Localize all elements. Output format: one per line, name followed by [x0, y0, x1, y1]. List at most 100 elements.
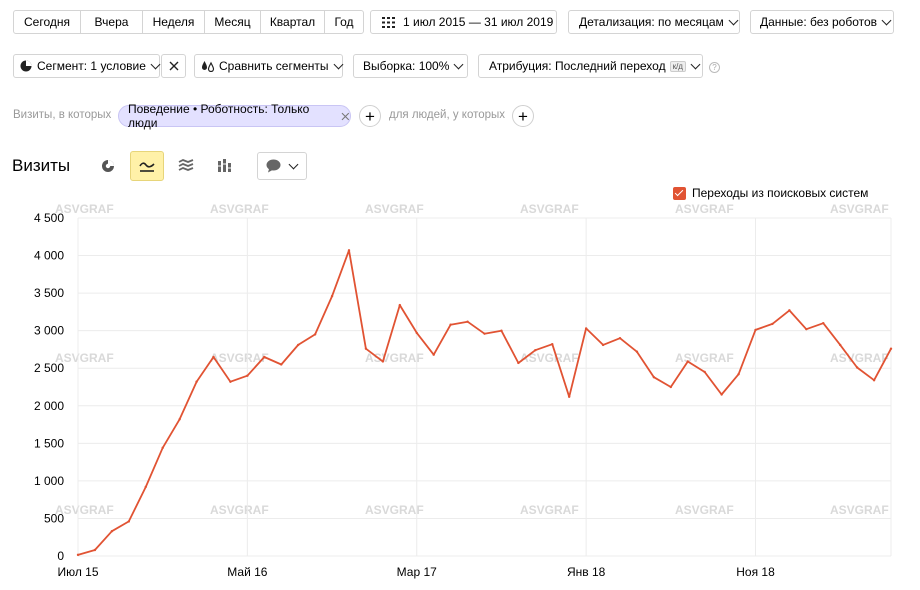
data-point	[398, 303, 402, 307]
watermark: ASVGRAF	[520, 202, 579, 216]
detail-dropdown[interactable]: Детализация: по месяцам	[568, 10, 740, 34]
watermark: ASVGRAF	[675, 202, 734, 216]
attribution-dropdown[interactable]: Атрибуция: Последний переход к/д	[478, 54, 703, 78]
data-point	[872, 379, 876, 382]
filter-condition-pill[interactable]: Поведение • Роботность: Только люди	[118, 102, 351, 130]
data-point	[195, 380, 198, 383]
data-point	[720, 393, 723, 396]
watermark: ASVGRAF	[520, 351, 579, 365]
data-point	[178, 418, 181, 421]
period-month-button[interactable]: Месяц	[205, 11, 261, 33]
data-point	[855, 366, 859, 369]
watermark: ASVGRAF	[675, 351, 734, 365]
watermark: ASVGRAF	[210, 351, 269, 365]
watermark: ASVGRAF	[55, 351, 114, 365]
detail-label: Детализация: по месяцам	[579, 15, 724, 29]
pie-icon	[20, 60, 32, 72]
data-point	[618, 336, 622, 340]
data-point	[567, 395, 571, 398]
line-chart-icon	[139, 162, 155, 172]
data-point	[296, 343, 300, 347]
data-point	[500, 329, 503, 332]
chevron-down-icon	[333, 59, 343, 69]
data-point	[686, 360, 689, 363]
data-point	[889, 347, 893, 350]
watermark: ASVGRAF	[520, 503, 579, 517]
view-pie-button[interactable]	[91, 151, 125, 181]
data-point	[517, 361, 520, 365]
segment-label: Сегмент: 1 условие	[37, 59, 146, 73]
data-point	[805, 327, 808, 331]
legend[interactable]: Переходы из поисковых систем	[673, 186, 868, 200]
help-icon[interactable]: ?	[709, 62, 720, 73]
page-title: Визиты	[12, 156, 71, 175]
watermark: ASVGRAF	[55, 503, 114, 517]
y-tick-label: 4 000	[34, 249, 64, 263]
series-line	[77, 249, 892, 556]
segment-clear-button[interactable]	[161, 54, 186, 78]
watermark: ASVGRAF	[210, 503, 269, 517]
sample-dropdown[interactable]: Выборка: 100%	[353, 54, 468, 78]
compare-segments-dropdown[interactable]: Сравнить сегменты	[194, 54, 343, 78]
data-point	[652, 376, 656, 379]
data-point	[76, 553, 80, 557]
add-visit-condition-button[interactable]: +	[359, 105, 381, 127]
y-tick-label: 3 500	[34, 286, 64, 300]
data-point	[703, 370, 706, 374]
data-point	[212, 355, 215, 359]
y-tick-label: 0	[57, 549, 64, 563]
chevron-down-icon	[728, 15, 739, 25]
attribution-label: Атрибуция: Последний переход	[489, 59, 666, 73]
pie-chart-icon	[102, 160, 114, 172]
watermark: ASVGRAF	[830, 503, 889, 517]
y-tick-label: 4 500	[34, 211, 64, 225]
y-tick-label: 1 500	[34, 436, 64, 450]
chevron-down-icon	[453, 59, 464, 69]
period-week-button[interactable]: Неделя	[143, 11, 205, 33]
data-point	[161, 446, 164, 450]
data-point	[601, 343, 605, 347]
data-point	[669, 385, 673, 389]
view-area-button[interactable]	[169, 151, 203, 181]
legend-label: Переходы из поисковых систем	[692, 186, 869, 200]
y-tick-label: 3 000	[34, 324, 64, 338]
view-line-button[interactable]	[130, 151, 164, 181]
area-chart-icon	[178, 159, 194, 171]
legend-checkbox[interactable]	[673, 186, 686, 200]
segment-dropdown[interactable]: Сегмент: 1 условие	[13, 54, 161, 78]
data-point	[110, 530, 114, 533]
data-point	[381, 360, 385, 363]
data-point	[330, 294, 334, 298]
attribution-badge: к/д	[669, 60, 686, 72]
drops-icon	[202, 61, 215, 72]
data-filter-dropdown[interactable]: Данные: без роботов	[750, 10, 894, 34]
add-user-condition-button[interactable]: +	[512, 105, 534, 127]
date-range-button[interactable]: 1 июл 2015 — 31 июл 2019	[370, 10, 557, 34]
bar-chart-icon	[218, 159, 231, 172]
period-year-button[interactable]: Год	[334, 15, 354, 29]
data-point	[483, 332, 486, 335]
y-tick-label: 500	[44, 511, 64, 525]
watermark: ASVGRAF	[365, 202, 424, 216]
data-point	[432, 353, 435, 356]
data-point	[263, 355, 266, 359]
watermark: ASVGRAF	[365, 503, 424, 517]
filter-suffix: для людей, у которых	[389, 109, 506, 121]
filter-prefix: Визиты, в которых	[13, 109, 112, 121]
data-point	[788, 309, 791, 312]
watermark: ASVGRAF	[365, 351, 424, 365]
x-tick-label: Ноя 18	[736, 565, 775, 579]
data-point	[584, 327, 588, 330]
period-quarter-button[interactable]: Квартал	[261, 11, 325, 33]
date-range-label: 1 июл 2015 — 31 июл 2019	[403, 15, 554, 29]
data-point	[144, 485, 147, 489]
period-yesterday-button[interactable]: Вчера	[81, 11, 143, 33]
annotations-dropdown[interactable]	[257, 152, 307, 180]
chevron-down-icon	[150, 59, 161, 69]
period-today-button[interactable]: Сегодня	[14, 11, 81, 33]
close-icon[interactable]	[341, 112, 350, 121]
data-point	[280, 363, 283, 366]
view-bar-button[interactable]	[208, 151, 242, 181]
data-point	[838, 343, 842, 347]
